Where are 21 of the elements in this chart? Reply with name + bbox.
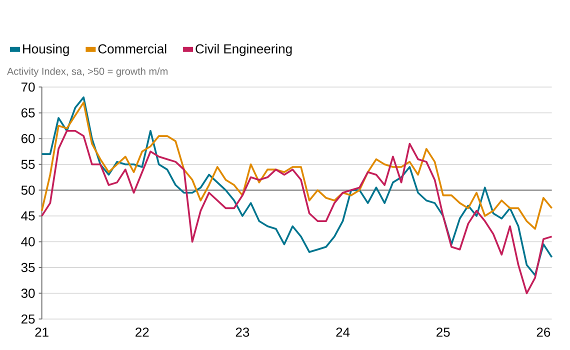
legend-label: Commercial <box>98 44 166 54</box>
legend-label: Housing <box>23 44 69 56</box>
y-tick-label: 70 <box>21 82 35 92</box>
x-tick-label: 24 <box>336 328 350 337</box>
line-series <box>40 102 553 230</box>
y-tick-label: 50 <box>21 186 35 195</box>
x-tick-label: 21 <box>35 328 48 337</box>
x-tick-label: 26 <box>536 328 550 337</box>
x-tick-label: 22 <box>136 328 149 337</box>
chart-subtitle: Activity Index, sa, >50 = growth m/m <box>7 68 168 77</box>
x-tick-label: 25 <box>436 328 450 337</box>
y-tick-label: 55 <box>21 160 35 169</box>
y-tick-label: 60 <box>21 134 35 144</box>
y-tick-label: 35 <box>21 262 35 272</box>
legend-label: Civil Engineering <box>196 44 292 56</box>
y-tick-label: 65 <box>21 108 35 118</box>
y-tick-label: 25 <box>21 314 35 324</box>
y-tick-label: 30 <box>21 288 35 298</box>
y-tick-label: 45 <box>21 211 35 220</box>
y-tick-label: 40 <box>21 237 35 246</box>
x-tick-label: 23 <box>236 328 250 337</box>
